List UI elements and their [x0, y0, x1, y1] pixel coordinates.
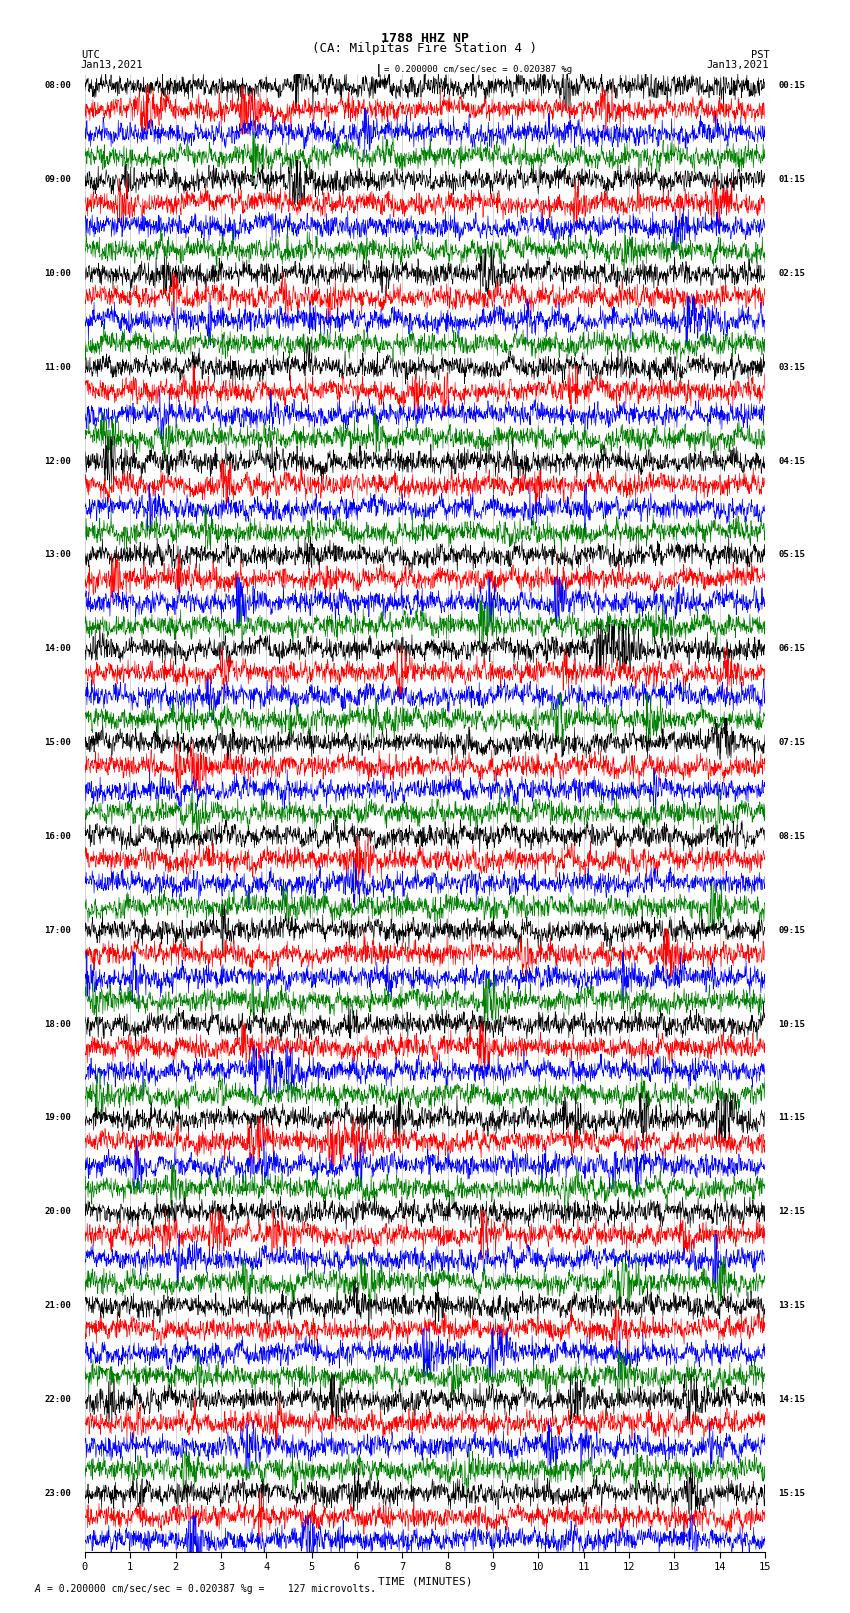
Text: A: A — [34, 1584, 40, 1594]
Text: 07:15: 07:15 — [779, 739, 806, 747]
Text: (CA: Milpitas Fire Station 4 ): (CA: Milpitas Fire Station 4 ) — [313, 42, 537, 55]
Text: 14:00: 14:00 — [44, 644, 71, 653]
Text: 11:00: 11:00 — [44, 363, 71, 373]
Text: 16:00: 16:00 — [44, 832, 71, 840]
Text: 02:15: 02:15 — [779, 269, 806, 277]
Text: 13:15: 13:15 — [779, 1302, 806, 1310]
Text: 17:00: 17:00 — [44, 926, 71, 934]
Text: 12:00: 12:00 — [44, 456, 71, 466]
Text: 1788 HHZ NP: 1788 HHZ NP — [381, 32, 469, 45]
Text: = 0.200000 cm/sec/sec = 0.020387 %g =    127 microvolts.: = 0.200000 cm/sec/sec = 0.020387 %g = 12… — [47, 1584, 376, 1594]
Text: 09:00: 09:00 — [44, 176, 71, 184]
Text: 22:00: 22:00 — [44, 1395, 71, 1403]
Text: 21:00: 21:00 — [44, 1302, 71, 1310]
Text: Jan13,2021: Jan13,2021 — [706, 60, 769, 69]
X-axis label: TIME (MINUTES): TIME (MINUTES) — [377, 1576, 473, 1586]
Text: Jan13,2021: Jan13,2021 — [81, 60, 144, 69]
Text: |: | — [375, 65, 382, 77]
Text: 12:15: 12:15 — [779, 1207, 806, 1216]
Text: 08:00: 08:00 — [44, 81, 71, 90]
Text: 15:00: 15:00 — [44, 739, 71, 747]
Text: 04:15: 04:15 — [779, 456, 806, 466]
Text: 03:15: 03:15 — [779, 363, 806, 373]
Text: PST: PST — [751, 50, 769, 60]
Text: 23:00: 23:00 — [44, 1489, 71, 1497]
Text: 10:15: 10:15 — [779, 1019, 806, 1029]
Text: 05:15: 05:15 — [779, 550, 806, 560]
Text: 09:15: 09:15 — [779, 926, 806, 934]
Text: 15:15: 15:15 — [779, 1489, 806, 1497]
Text: UTC: UTC — [81, 50, 99, 60]
Text: 14:15: 14:15 — [779, 1395, 806, 1403]
Text: 00:15: 00:15 — [779, 81, 806, 90]
Text: 10:00: 10:00 — [44, 269, 71, 277]
Text: = 0.200000 cm/sec/sec = 0.020387 %g: = 0.200000 cm/sec/sec = 0.020387 %g — [384, 65, 572, 74]
Text: 19:00: 19:00 — [44, 1113, 71, 1123]
Text: 11:15: 11:15 — [779, 1113, 806, 1123]
Text: 13:00: 13:00 — [44, 550, 71, 560]
Text: 08:15: 08:15 — [779, 832, 806, 840]
Text: 18:00: 18:00 — [44, 1019, 71, 1029]
Text: 01:15: 01:15 — [779, 176, 806, 184]
Text: 06:15: 06:15 — [779, 644, 806, 653]
Text: 20:00: 20:00 — [44, 1207, 71, 1216]
